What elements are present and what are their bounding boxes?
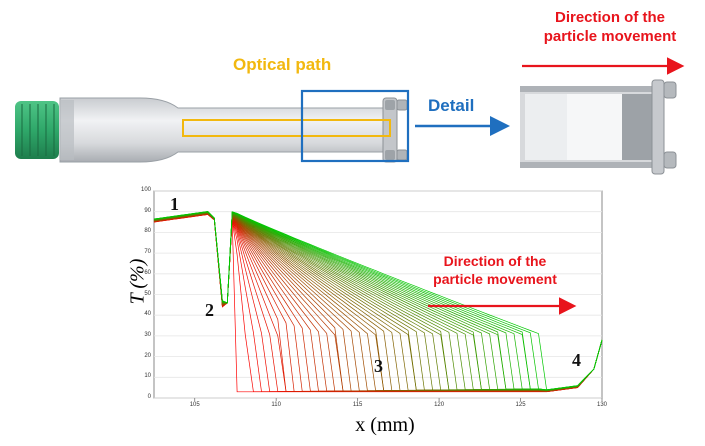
y-tick-label-50: 50 — [144, 290, 151, 297]
region-label-3: 3 — [374, 356, 383, 376]
y-tick-label-100: 100 — [140, 187, 151, 193]
region-label-2: 2 — [205, 300, 214, 320]
region-label-1: 1 — [170, 194, 179, 214]
chart-direction-line1: Direction of the — [443, 253, 547, 269]
y-axis-label: T (%) — [126, 258, 149, 305]
optical-path-box — [182, 119, 391, 137]
y-tick-label-20: 20 — [144, 352, 151, 359]
y-tick-label-10: 10 — [144, 373, 151, 380]
detail-label: Detail — [428, 96, 475, 115]
chart-curves — [153, 211, 603, 393]
x-tick-label-120: 120 — [434, 402, 445, 408]
detail-box — [300, 89, 410, 163]
chart-grid — [154, 190, 603, 401]
y-tick-label-40: 40 — [144, 311, 151, 318]
optical-path-label: Optical path — [233, 55, 332, 74]
x-tick-label-125: 125 — [515, 402, 526, 408]
direction-label-top: Direction of the particle movement — [520, 8, 700, 46]
region-label-4: 4 — [572, 350, 581, 370]
y-tick-label-0: 0 — [147, 394, 151, 400]
transmission-profile-45 — [153, 211, 603, 391]
y-tick-label-70: 70 — [144, 249, 151, 256]
detail-photo — [520, 79, 677, 175]
x-axis-label: x (mm) — [355, 414, 415, 436]
chart-direction-label: Direction of the particle movement — [420, 252, 570, 288]
y-tick-label-60: 60 — [144, 269, 151, 276]
y-tick-label-30: 30 — [144, 331, 151, 338]
chart-direction-line2: particle movement — [433, 271, 557, 287]
green-cap — [15, 101, 59, 159]
y-tick-label-90: 90 — [144, 207, 151, 214]
x-tick-label-115: 115 — [352, 402, 363, 408]
direction-label-top-line2: particle movement — [543, 28, 677, 45]
x-tick-label-110: 110 — [271, 402, 281, 408]
x-tick-label-105: 105 — [189, 402, 200, 408]
x-tick-label-130: 130 — [596, 402, 607, 408]
cuvette-tube — [59, 97, 408, 163]
direction-label-top-line1: Direction of the — [554, 9, 665, 26]
y-tick-label-80: 80 — [144, 228, 151, 235]
cuvette-illustration — [15, 57, 685, 175]
transmission-chart — [153, 190, 603, 401]
